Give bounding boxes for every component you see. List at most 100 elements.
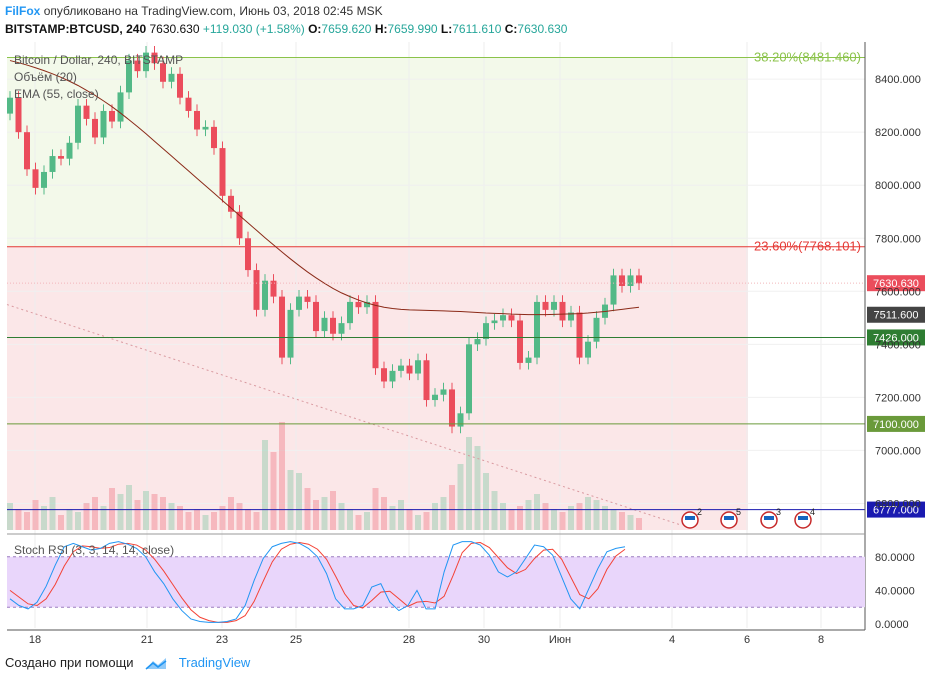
volume-bar xyxy=(423,512,430,530)
y-tick-label: 8000.000 xyxy=(875,180,921,192)
footer: Создано при помощи TradingView xyxy=(5,655,250,671)
y-tick-label: 7600.000 xyxy=(875,286,921,298)
fib-label: 38.20%(8481.460) xyxy=(754,50,861,65)
volume-bar xyxy=(576,503,583,530)
volume-bar xyxy=(525,500,532,530)
price-chart[interactable]: 38.20%(8481.460) 23.60%(7768.101) 7630.63… xyxy=(0,0,937,650)
candle-body xyxy=(236,211,243,239)
volume-bar xyxy=(83,503,90,530)
candle-body xyxy=(610,275,617,305)
candle-body xyxy=(500,315,506,321)
candle-body xyxy=(287,309,294,358)
candle-body xyxy=(228,195,234,212)
price-tag-label: 7630.630 xyxy=(873,278,919,290)
volume-bar xyxy=(109,488,115,530)
price-tag xyxy=(867,275,925,292)
volume-bar xyxy=(440,497,447,530)
candle-body xyxy=(15,97,22,133)
candle-body xyxy=(58,156,64,159)
candle-body xyxy=(168,73,175,82)
volume-bar xyxy=(296,473,302,530)
stoch-band xyxy=(7,556,865,608)
volume-bar xyxy=(559,512,566,530)
candle-body xyxy=(160,63,166,82)
x-tick-label: 21 xyxy=(141,634,153,646)
candle-body xyxy=(619,275,625,286)
volume-bar xyxy=(474,446,481,530)
x-tick-label: 6 xyxy=(744,634,750,646)
candle-body xyxy=(389,370,396,382)
price-tag xyxy=(867,329,925,346)
volume-bar xyxy=(483,473,489,530)
volume-bar xyxy=(126,485,132,530)
candle-body xyxy=(253,270,260,310)
candle-body xyxy=(474,339,481,345)
tradingview-logo-icon xyxy=(145,657,167,670)
main-legend: Bitcoin / Dollar, 240, BITSTAMP xyxy=(14,53,183,67)
x-tick-label: 25 xyxy=(290,634,302,646)
volume-bar xyxy=(415,515,421,530)
candle-body xyxy=(381,368,387,382)
stoch-tick-label: 80.0000 xyxy=(875,552,915,564)
volume-bar xyxy=(143,491,149,530)
candle-body xyxy=(406,365,413,374)
candle-body xyxy=(100,110,107,138)
candle-body xyxy=(211,126,217,149)
candle-body xyxy=(245,238,251,271)
volume-bar xyxy=(202,515,209,530)
ema-line xyxy=(9,60,640,316)
volume-bar xyxy=(134,500,141,530)
candle-body xyxy=(517,320,523,363)
x-tick-label: Июн xyxy=(549,634,571,646)
fib-label: 23.60%(7768.101) xyxy=(754,239,861,254)
volume-bar xyxy=(347,509,353,530)
candle-body xyxy=(126,60,132,93)
candle-body xyxy=(202,126,209,130)
volume-bar xyxy=(338,503,345,530)
volume-bar xyxy=(500,503,506,530)
volume-bar xyxy=(313,500,319,530)
volume-bar xyxy=(398,500,404,530)
price-tag-label: 7100.000 xyxy=(873,419,919,431)
volume-bar xyxy=(58,515,64,530)
candle-body xyxy=(534,301,540,358)
x-tick-label: 8 xyxy=(818,634,824,646)
price-tag-label: 7426.000 xyxy=(873,332,919,344)
volume-bar xyxy=(92,497,98,530)
candle-body xyxy=(75,105,81,143)
candle-body xyxy=(466,344,472,414)
event-count: 2 xyxy=(697,507,702,517)
author-name[interactable]: FilFox xyxy=(5,4,41,18)
last-price: 7630.630 xyxy=(149,22,200,36)
candle-body xyxy=(321,317,328,332)
volume-bar xyxy=(49,497,56,530)
volume-bar xyxy=(24,512,30,530)
volume-bar xyxy=(381,497,387,530)
trend-line xyxy=(6,304,681,526)
volume-bar xyxy=(160,497,166,530)
volume-bar xyxy=(32,500,39,530)
candle-body xyxy=(559,301,566,321)
volume-bar xyxy=(287,470,294,530)
volume-bar xyxy=(211,512,217,530)
tradingview-link[interactable]: TradingView xyxy=(178,655,251,670)
low-value: 7611.610 xyxy=(452,22,502,36)
volume-bar xyxy=(457,464,464,530)
candle-body xyxy=(194,110,200,130)
y-tick-label: 8400.000 xyxy=(875,74,921,86)
event-count: 3 xyxy=(776,507,781,517)
flag-stripe xyxy=(798,516,808,520)
volume-bar xyxy=(279,422,285,530)
y-tick-label: 7400.000 xyxy=(875,339,921,351)
candle-body xyxy=(576,312,583,358)
candle-body xyxy=(92,118,98,138)
price-tag-label: 6777.000 xyxy=(873,505,919,517)
candle-body xyxy=(143,52,149,72)
stoch-d-line xyxy=(9,542,626,623)
candle-body xyxy=(440,389,447,395)
x-tick-label: 28 xyxy=(403,634,415,646)
volume-bar xyxy=(75,512,81,530)
volume-bar xyxy=(517,506,523,530)
volume-bar xyxy=(466,437,472,530)
volume-bar xyxy=(253,512,260,530)
